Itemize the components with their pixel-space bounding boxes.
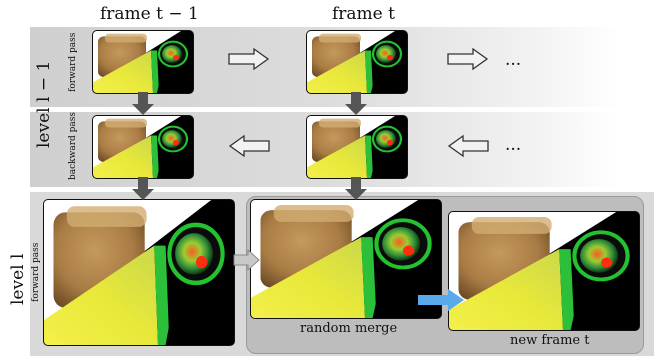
level-upper-label: level l − 1 (34, 60, 54, 148)
down-arrow-icon (345, 177, 367, 200)
ellipsis-backward: ... (505, 135, 522, 155)
merge-input-arrow-icon (233, 248, 260, 272)
blue-arrow-icon (418, 289, 464, 311)
level-lower-label: level l (8, 253, 28, 305)
render-prev-forward (92, 30, 194, 94)
backward-arrow-icon (447, 134, 489, 158)
render-image (307, 116, 407, 178)
down-arrow-icon (345, 92, 367, 115)
forward-pass-label-top: forward pass (68, 32, 78, 92)
render-image (449, 212, 639, 330)
forward-pass-label-bottom: forward pass (31, 242, 41, 302)
new-frame-caption: new frame t (510, 333, 590, 348)
render-prev-backward (92, 115, 194, 179)
down-arrow-icon (132, 177, 154, 200)
render-new-frame (448, 211, 640, 331)
render-cur-forward (306, 30, 408, 94)
backward-pass-label: backward pass (68, 112, 78, 180)
render-cur-backward (306, 115, 408, 179)
frame-cur-header: frame t (332, 4, 395, 24)
ellipsis-forward: ... (505, 50, 522, 70)
render-image (93, 116, 193, 178)
forward-arrow-icon (228, 47, 270, 71)
render-image (44, 200, 234, 345)
forward-arrow-icon (447, 47, 489, 71)
render-image (307, 31, 407, 93)
random-merge-caption: random merge (300, 321, 398, 336)
render-random-merge (250, 199, 442, 319)
backward-arrow-icon (228, 134, 270, 158)
render-image (93, 31, 193, 93)
render-prev-level-l (43, 199, 235, 346)
down-arrow-icon (132, 92, 154, 115)
render-image (251, 200, 441, 318)
frame-prev-header: frame t − 1 (100, 4, 199, 24)
